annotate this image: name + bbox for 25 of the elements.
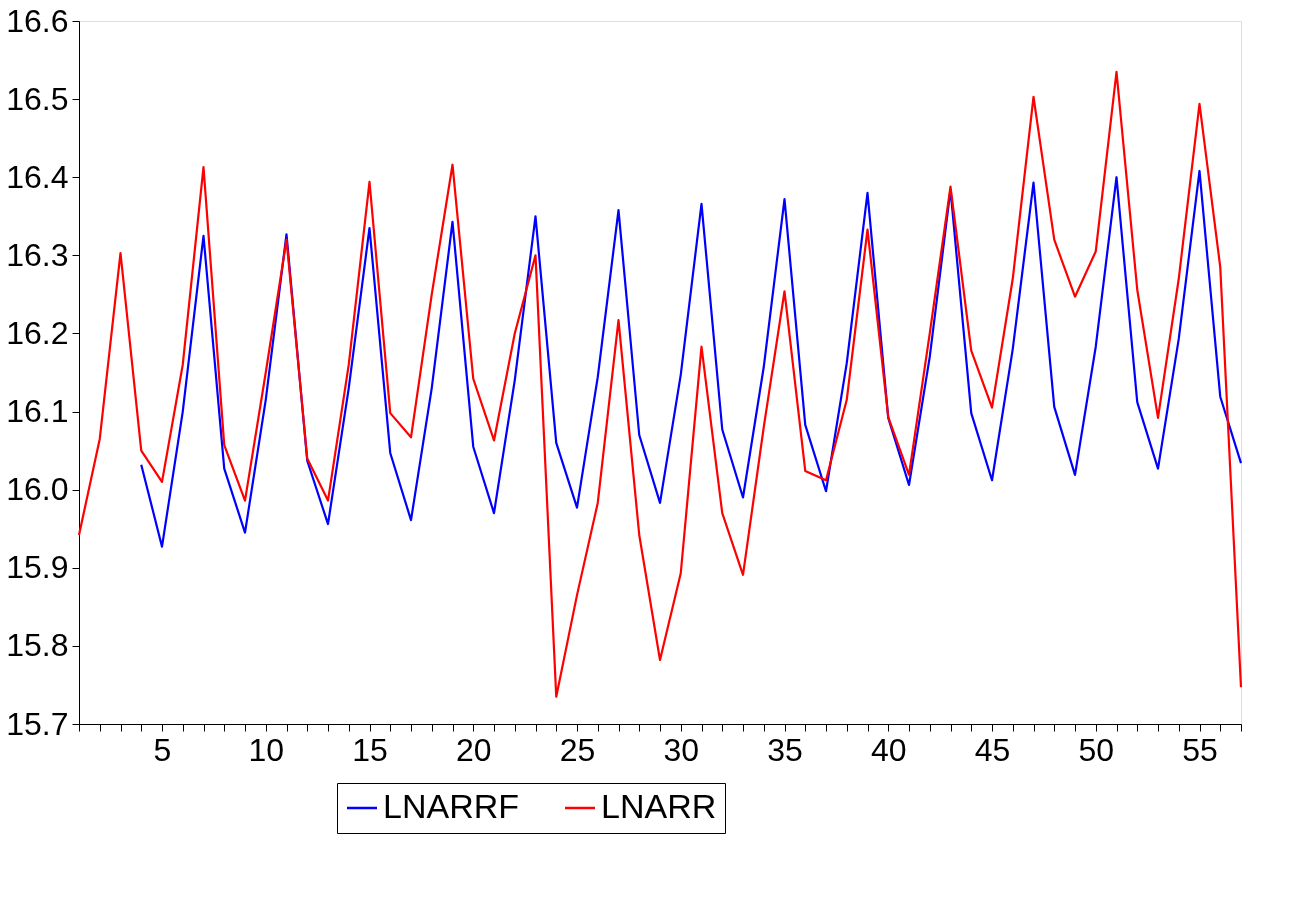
line-series — [140, 169, 1243, 548]
x-tick-label: 10 — [248, 731, 285, 768]
y-tick-label: 16.5 — [6, 80, 69, 117]
y-tick-label: 16.1 — [6, 393, 69, 430]
y-tick-label: 16.4 — [6, 158, 69, 195]
y-tick-label: 15.7 — [6, 705, 69, 742]
x-tick-label: 5 — [153, 731, 172, 768]
x-tick-label: 30 — [663, 731, 700, 768]
x-tick-label: 40 — [870, 731, 907, 768]
legend-label: LNARRF — [383, 787, 520, 825]
y-tick-label: 16.3 — [6, 236, 69, 273]
x-tick-label: 15 — [352, 731, 388, 768]
x-tick-label: 55 — [1182, 731, 1218, 768]
y-tick-label: 16.2 — [6, 314, 69, 351]
y-tick-label: 15.9 — [6, 549, 69, 586]
y-tick-label: 15.8 — [6, 627, 69, 664]
x-tick-label: 35 — [767, 731, 803, 768]
x-tick-label: 50 — [1078, 731, 1115, 768]
x-tick-label: 25 — [559, 731, 596, 768]
y-tick-label: 16.6 — [6, 2, 69, 39]
y-tick-label: 16.0 — [6, 471, 69, 508]
x-tick-label: 45 — [974, 731, 1011, 768]
x-tick-label: 20 — [455, 731, 492, 768]
legend-label: LNARR — [601, 787, 717, 825]
line-series — [77, 70, 1243, 698]
